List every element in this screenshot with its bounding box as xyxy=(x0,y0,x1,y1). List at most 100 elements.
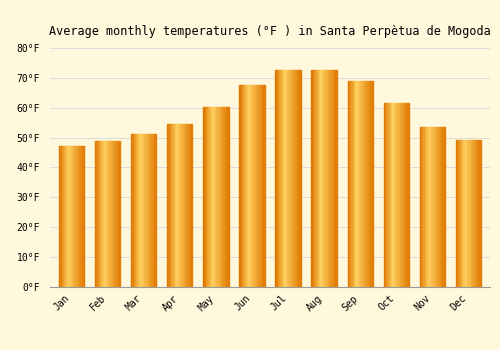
Bar xyxy=(257,85,258,287)
Bar xyxy=(208,107,210,287)
Bar xyxy=(72,146,73,287)
Bar xyxy=(149,134,150,287)
Bar xyxy=(426,127,427,287)
Bar xyxy=(328,70,329,287)
Bar xyxy=(258,85,260,287)
Bar xyxy=(76,146,78,287)
Bar xyxy=(118,141,119,287)
Bar xyxy=(112,141,113,287)
Bar xyxy=(396,103,398,287)
Bar xyxy=(428,127,430,287)
Bar xyxy=(364,80,365,287)
Bar xyxy=(312,70,314,287)
Bar xyxy=(324,70,326,287)
Bar xyxy=(352,80,354,287)
Bar xyxy=(171,124,172,287)
Bar xyxy=(82,146,83,287)
Bar xyxy=(191,124,192,287)
Bar xyxy=(190,124,191,287)
Bar xyxy=(252,85,253,287)
Bar xyxy=(400,103,402,287)
Bar xyxy=(63,146,64,287)
Bar xyxy=(360,80,362,287)
Bar xyxy=(170,124,171,287)
Bar xyxy=(282,70,283,287)
Bar xyxy=(472,140,474,287)
Bar xyxy=(368,80,369,287)
Bar xyxy=(180,124,181,287)
Bar xyxy=(148,134,149,287)
Bar xyxy=(427,127,428,287)
Bar xyxy=(461,140,462,287)
Bar xyxy=(108,141,109,287)
Bar xyxy=(226,107,228,287)
Bar xyxy=(458,140,460,287)
Bar xyxy=(290,70,292,287)
Bar xyxy=(462,140,464,287)
Bar xyxy=(468,140,469,287)
Bar xyxy=(278,70,279,287)
Bar xyxy=(102,141,104,287)
Bar xyxy=(188,124,190,287)
Bar xyxy=(132,134,134,287)
Bar xyxy=(354,80,355,287)
Bar xyxy=(242,85,243,287)
Bar xyxy=(329,70,330,287)
Bar xyxy=(365,80,366,287)
Bar xyxy=(185,124,186,287)
Bar xyxy=(385,103,386,287)
Bar xyxy=(119,141,120,287)
Bar xyxy=(386,103,388,287)
Bar xyxy=(214,107,216,287)
Bar xyxy=(106,141,108,287)
Bar xyxy=(333,70,334,287)
Bar xyxy=(440,127,441,287)
Bar xyxy=(150,134,152,287)
Bar xyxy=(332,70,333,287)
Bar xyxy=(391,103,392,287)
Bar xyxy=(424,127,426,287)
Bar xyxy=(64,146,66,287)
Bar xyxy=(320,70,322,287)
Bar xyxy=(247,85,248,287)
Bar xyxy=(323,70,324,287)
Bar xyxy=(220,107,221,287)
Bar xyxy=(59,146,60,287)
Bar xyxy=(114,141,116,287)
Bar xyxy=(253,85,254,287)
Bar xyxy=(104,141,105,287)
Bar xyxy=(243,85,244,287)
Bar xyxy=(292,70,293,287)
Bar xyxy=(434,127,435,287)
Bar xyxy=(399,103,400,287)
Bar xyxy=(319,70,320,287)
Bar xyxy=(110,141,112,287)
Bar xyxy=(211,107,212,287)
Bar xyxy=(432,127,434,287)
Bar xyxy=(154,134,155,287)
Bar xyxy=(216,107,217,287)
Bar xyxy=(224,107,226,287)
Bar xyxy=(109,141,110,287)
Bar xyxy=(350,80,352,287)
Bar xyxy=(116,141,118,287)
Title: Average monthly temperatures (°F ) in Santa Perpètua de Mogoda: Average monthly temperatures (°F ) in Sa… xyxy=(49,25,491,38)
Bar xyxy=(260,85,261,287)
Bar xyxy=(390,103,391,287)
Bar xyxy=(78,146,79,287)
Bar xyxy=(168,124,170,287)
Bar xyxy=(359,80,360,287)
Bar xyxy=(131,134,132,287)
Bar xyxy=(442,127,444,287)
Bar xyxy=(384,103,385,287)
Bar xyxy=(421,127,422,287)
Bar xyxy=(466,140,467,287)
Bar xyxy=(436,127,438,287)
Bar xyxy=(145,134,146,287)
Bar xyxy=(349,80,350,287)
Bar xyxy=(218,107,220,287)
Bar xyxy=(146,134,148,287)
Bar xyxy=(316,70,318,287)
Bar xyxy=(431,127,432,287)
Bar xyxy=(326,70,328,287)
